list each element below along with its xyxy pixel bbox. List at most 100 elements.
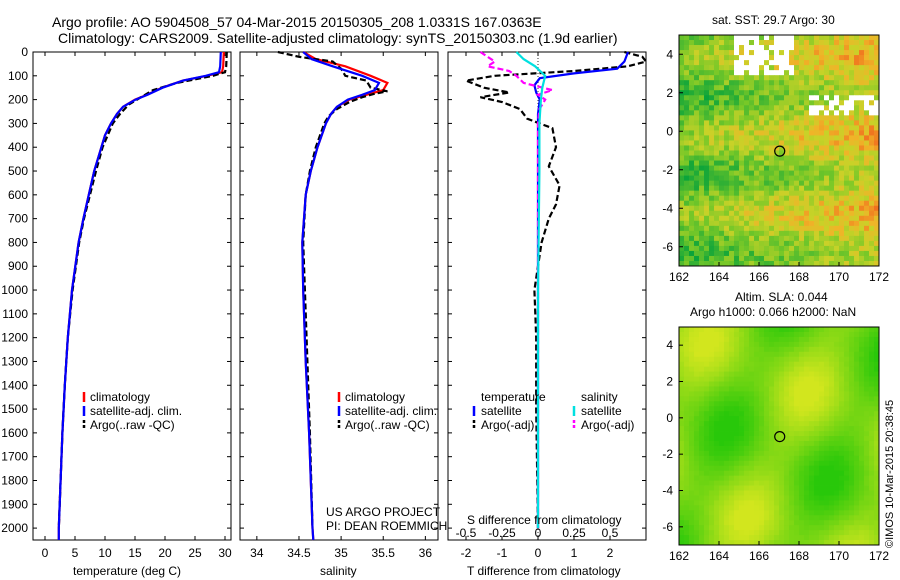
map-cell [724, 60, 730, 66]
map-cell [739, 411, 745, 417]
map-cell [684, 346, 690, 353]
map-cell [769, 520, 775, 526]
map-cell [824, 431, 830, 437]
map-cell [739, 125, 745, 131]
map-cell [824, 341, 830, 348]
map-cell [734, 525, 740, 531]
map-cell [709, 490, 715, 496]
map-cell [779, 460, 785, 467]
map-cell [839, 440, 845, 447]
map-cell [829, 260, 835, 267]
map-cell [804, 455, 810, 462]
map-cell [749, 346, 755, 353]
x2-tick-label: 0.5 [602, 526, 619, 540]
map-cell [874, 505, 880, 511]
map-cell [694, 135, 700, 141]
map-cell [809, 45, 815, 51]
map-cell [724, 381, 730, 387]
map-cell [814, 250, 820, 257]
map-cell [839, 40, 845, 46]
map-cell [719, 215, 725, 222]
map-cell [809, 90, 815, 96]
map-cell [784, 465, 790, 472]
map-cell [804, 115, 810, 121]
map-cell [859, 356, 865, 363]
map-cell [759, 327, 765, 333]
map-cell [699, 376, 705, 382]
map-cell [719, 396, 725, 402]
map-cell [694, 150, 700, 156]
map-cell [699, 411, 705, 417]
map-cell [824, 35, 830, 41]
map-cell [739, 445, 745, 452]
map-cell [804, 361, 810, 368]
map-cell [844, 70, 850, 76]
map-cell [709, 391, 715, 397]
map-cell [794, 60, 800, 66]
map-cell [739, 260, 745, 267]
map-cell [719, 205, 725, 212]
map-cell [744, 160, 750, 166]
map-cell [724, 75, 730, 81]
map-cell [749, 470, 755, 477]
map-cell [744, 50, 750, 56]
map-cell [864, 376, 870, 382]
map-cell [714, 515, 720, 521]
map-cell [859, 530, 865, 536]
map-cell [849, 440, 855, 447]
map-cell [839, 361, 845, 368]
map-cell [774, 250, 780, 257]
map-cell [869, 160, 875, 166]
map-cell [849, 195, 855, 202]
map-x-tick-label: 172 [869, 549, 889, 563]
depth-tick-label: 1700 [1, 450, 28, 464]
map-cell [699, 327, 705, 333]
map-cell [689, 520, 695, 526]
map-cell [709, 431, 715, 437]
map-cell [724, 210, 730, 217]
map-cell [719, 55, 725, 61]
map-cell [779, 455, 785, 462]
map-cell [814, 401, 820, 407]
map-cell [834, 436, 840, 442]
map-cell [769, 450, 775, 457]
map-cell [864, 416, 870, 422]
map-cell [729, 500, 735, 506]
map-cell [784, 240, 790, 247]
map-cell [844, 240, 850, 247]
map-cell [754, 431, 760, 437]
map-cell [834, 185, 840, 192]
map-cell [844, 235, 850, 242]
map-cell [834, 45, 840, 51]
map-cell [814, 75, 820, 81]
map-cell [734, 225, 740, 232]
map-cell [854, 215, 860, 222]
map-cell [764, 327, 770, 333]
map-cell [824, 125, 830, 131]
map-cell [719, 190, 725, 197]
map-cell [744, 155, 750, 161]
map-cell [769, 351, 775, 358]
map-cell [829, 480, 835, 486]
map-cell [689, 75, 695, 81]
map-cell [819, 495, 825, 501]
map-cell [679, 145, 685, 151]
map-cell [694, 210, 700, 217]
map-cell [844, 195, 850, 202]
map-cell [739, 381, 745, 387]
map-cell [709, 480, 715, 486]
map-cell [814, 455, 820, 462]
map-cell [799, 510, 805, 516]
map-cell [709, 465, 715, 472]
map-cell [799, 445, 805, 452]
map-cell [704, 455, 710, 462]
map-cell [724, 125, 730, 131]
map-cell [809, 215, 815, 222]
map-cell [829, 185, 835, 192]
map-cell [809, 185, 815, 192]
map-cell [704, 490, 710, 496]
map-cell [844, 205, 850, 212]
map-cell [799, 240, 805, 247]
map-cell [749, 95, 755, 101]
map-cell [699, 195, 705, 202]
